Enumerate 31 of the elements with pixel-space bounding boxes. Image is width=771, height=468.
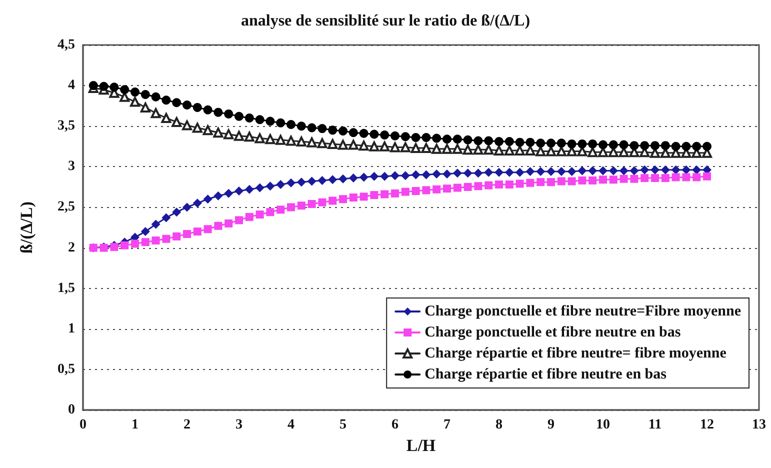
x-tick-label: 11: [648, 418, 662, 432]
y-axis-title: ß/(∆/L): [17, 202, 36, 254]
x-tick-label: 2: [184, 418, 190, 432]
y-tick-label: 0,5: [58, 362, 75, 377]
y-tick-label: 4: [68, 78, 75, 94]
legend-label: Charge ponctuelle et fibre neutre=Fibre moyenne: [424, 304, 742, 320]
x-tick-label: 13: [752, 418, 766, 432]
y-tick-label: 0: [68, 402, 75, 418]
x-tick-label: 7: [444, 418, 450, 432]
x-tick-label: 10: [596, 418, 610, 432]
x-tick-label: 12: [700, 418, 714, 432]
y-tick-label: 3: [68, 159, 75, 174]
x-tick-label: 6: [392, 418, 398, 432]
x-tick-label: 1: [132, 418, 138, 432]
x-tick-label: 4: [288, 418, 294, 432]
y-tick-label: 1,5: [58, 280, 75, 296]
y-tick-label: 3,5: [58, 118, 75, 134]
x-tick-label: 0: [80, 418, 86, 432]
x-tick-label: 5: [340, 418, 346, 432]
x-axis-title: L/H: [406, 436, 436, 455]
legend-label: Charge ponctuelle et fibre neutre en bas: [424, 324, 681, 340]
y-tick-label: 2,5: [58, 200, 75, 215]
x-tick-label: 8: [496, 418, 502, 432]
y-tick-label: 4,5: [58, 38, 75, 52]
x-tick-label: 9: [548, 418, 554, 432]
legend-label: Charge répartie et fibre neutre en bas: [424, 366, 667, 382]
legend-label: Charge répartie et fibre neutre= fibre moyenne: [424, 346, 727, 362]
y-tick-label: 2: [68, 240, 75, 256]
chart-title: analyse de sensiblité sur le ratio de ß/(∆/L): [240, 12, 530, 30]
y-tick-label: 1: [68, 321, 75, 336]
x-tick-label: 3: [236, 418, 242, 432]
